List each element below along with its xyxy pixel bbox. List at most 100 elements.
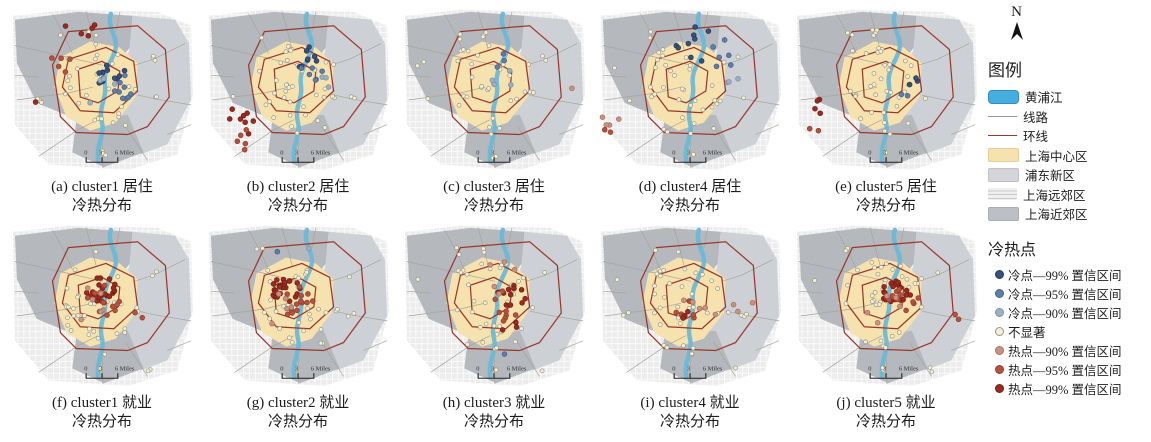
- legend-area-list: 黄浦江 线路 环线 上海中心区 浦东新区 上海远郊区 上海近郊区: [988, 87, 1148, 224]
- map-panel-d: 0 3 6 Miles (d) cluster4 居住 冷热分布: [592, 5, 788, 216]
- svg-text:0: 0: [476, 149, 479, 156]
- map-panel-f: 0 3 6 Miles (f) cluster1 就业 冷热分布: [4, 221, 200, 432]
- panel-caption-i: (i) cluster4 就业 冷热分布: [640, 394, 739, 432]
- near-suburbs-swatch: [988, 206, 1019, 221]
- svg-text:0: 0: [84, 365, 87, 372]
- hot-99-dot-icon: [995, 383, 1004, 393]
- map-h: 0 3 6 Miles: [404, 225, 586, 387]
- legend-item-label: 环线: [1023, 130, 1049, 145]
- caption-line1: (a) cluster1 居住: [51, 179, 153, 195]
- caption-line1: (d) cluster4 居住: [638, 179, 742, 195]
- legend-point-list: 冷点—99% 置信区间 冷点—95% 置信区间 冷点—90% 置信区间 不显著热点—9…: [988, 265, 1148, 398]
- legend-point-label: 不显著: [1008, 325, 1046, 340]
- hot-90-dot-icon: [995, 345, 1004, 355]
- legend-point-cold-90: 冷点—90% 置信区间: [995, 303, 1148, 322]
- not-significant-dot-icon: [995, 326, 1004, 336]
- svg-text:0: 0: [84, 149, 87, 156]
- svg-text:6 Miles: 6 Miles: [311, 365, 331, 372]
- transit-line-line-swatch: [988, 115, 1017, 117]
- svg-text:6 Miles: 6 Miles: [899, 365, 919, 372]
- caption-line2: 冷热分布: [71, 414, 132, 431]
- map-i: 0 3 6 Miles: [600, 225, 782, 387]
- legend-point-label: 冷点—90% 置信区间: [1008, 306, 1122, 321]
- legend-item-label: 上海近郊区: [1025, 208, 1088, 223]
- caption-line2: 冷热分布: [659, 414, 720, 431]
- svg-text:3: 3: [295, 149, 298, 156]
- legend-item-central-district: 上海中心区: [988, 146, 1148, 166]
- svg-text:3: 3: [883, 149, 886, 156]
- huangpu-river-swatch: [988, 89, 1019, 104]
- svg-text:6 Miles: 6 Miles: [115, 149, 135, 156]
- caption-line1: (h) cluster3 就业: [442, 395, 546, 411]
- caption-line2: 冷热分布: [267, 414, 328, 431]
- caption-line2: 冷热分布: [659, 198, 720, 215]
- caption-line2: 冷热分布: [855, 414, 916, 431]
- caption-line1: (e) cluster5 居住: [835, 179, 937, 195]
- cold-90-dot-icon: [995, 307, 1004, 317]
- svg-text:0: 0: [476, 365, 479, 372]
- svg-text:3: 3: [295, 365, 298, 372]
- svg-text:6 Miles: 6 Miles: [703, 149, 723, 156]
- svg-text:6 Miles: 6 Miles: [703, 365, 723, 372]
- panel-caption-b: (b) cluster2 居住 冷热分布: [247, 178, 349, 216]
- svg-text:6 Miles: 6 Miles: [115, 365, 135, 372]
- svg-text:3: 3: [491, 149, 494, 156]
- caption-line2: 冷热分布: [463, 414, 524, 431]
- svg-text:3: 3: [883, 365, 886, 372]
- legend-item-near-suburbs: 上海近郊区: [988, 204, 1148, 224]
- caption-line1: (i) cluster4 就业: [640, 395, 740, 411]
- map-e: 0 3 6 Miles: [796, 9, 978, 171]
- caption-line2: 冷热分布: [267, 198, 328, 215]
- panel-caption-g: (g) cluster2 就业 冷热分布: [247, 394, 349, 432]
- svg-text:0: 0: [868, 149, 871, 156]
- svg-text:0: 0: [280, 365, 283, 372]
- svg-text:3: 3: [99, 365, 102, 372]
- legend-item-transit-line: 线路: [988, 107, 1148, 127]
- panel-caption-e: (e) cluster5 居住 冷热分布: [835, 178, 937, 216]
- panel-caption-h: (h) cluster3 就业 冷热分布: [443, 394, 545, 432]
- legend-title: 图例: [988, 61, 1022, 80]
- map-a: 0 3 6 Miles: [12, 9, 194, 171]
- svg-text:0: 0: [672, 365, 675, 372]
- legend-point-label: 冷点—99% 置信区间: [1008, 268, 1122, 283]
- legend-point-label: 热点—90% 置信区间: [1008, 344, 1122, 359]
- caption-line2: 冷热分布: [71, 198, 132, 215]
- caption-line2: 冷热分布: [855, 198, 916, 215]
- map-panel-b: 0 3 6 Miles (b) cluster2 居住 冷热分布: [200, 5, 396, 216]
- map-panel-h: 0 3 6 Miles (h) cluster3 就业 冷热分布: [396, 221, 592, 432]
- svg-text:6 Miles: 6 Miles: [507, 365, 527, 372]
- legend-item-label: 浦东新区: [1025, 169, 1076, 184]
- panel-caption-j: (j) cluster5 就业 冷热分布: [836, 394, 935, 432]
- legend-point-cold-99: 冷点—99% 置信区间: [995, 265, 1148, 284]
- map-panel-a: 0 3 6 Miles (a) cluster1 居住 冷热分布: [4, 5, 200, 216]
- map-panel-g: 0 3 6 Miles (g) cluster2 就业 冷热分布: [200, 221, 396, 432]
- cold-99-dot-icon: [995, 269, 1004, 279]
- panel-caption-d: (d) cluster4 居住 冷热分布: [639, 178, 741, 216]
- legend: N 图例 黄浦江 线路 环线 上海中心区 浦东新区 上海远郊区 上海近郊区 冷热点 冷点—9…: [988, 4, 1148, 398]
- north-indicator: N: [1002, 4, 1032, 46]
- caption-line1: (j) cluster5 就业: [836, 395, 936, 411]
- legend-point-label: 冷点—95% 置信区间: [1008, 287, 1122, 302]
- hot-95-dot-icon: [995, 364, 1004, 374]
- map-panel-j: 0 3 6 Miles (j) cluster5 就业 冷热分布: [788, 221, 984, 432]
- svg-text:6 Miles: 6 Miles: [311, 149, 331, 156]
- caption-line1: (b) cluster2 居住: [246, 179, 350, 195]
- legend-point-cold-95: 冷点—95% 置信区间: [995, 284, 1148, 303]
- cold-95-dot-icon: [995, 288, 1004, 298]
- legend-point-label: 热点—95% 置信区间: [1008, 363, 1122, 378]
- legend-point-hot-90: 热点—90% 置信区间: [995, 341, 1148, 360]
- map-f: 0 3 6 Miles: [12, 225, 194, 387]
- panel-row-residential: 0 3 6 Miles (a) cluster1 居住 冷热分布 0 3 6 Miles (b)…: [4, 5, 984, 216]
- map-b: 0 3 6 Miles: [208, 9, 390, 171]
- legend-point-label: 热点—99% 置信区间: [1008, 382, 1122, 397]
- svg-text:3: 3: [687, 365, 690, 372]
- map-g: 0 3 6 Miles: [208, 225, 390, 387]
- map-c: 0 3 6 Miles: [404, 9, 586, 171]
- legend-item-far-suburbs: 上海远郊区: [988, 185, 1148, 205]
- caption-line1: (c) cluster3 居住: [443, 179, 545, 195]
- caption-line1: (f) cluster1 就业: [52, 395, 152, 411]
- legend-point-not-significant: 不显著: [995, 322, 1148, 341]
- legend-points-title: 冷热点: [988, 241, 1037, 259]
- legend-item-label: 上海远郊区: [1023, 188, 1086, 203]
